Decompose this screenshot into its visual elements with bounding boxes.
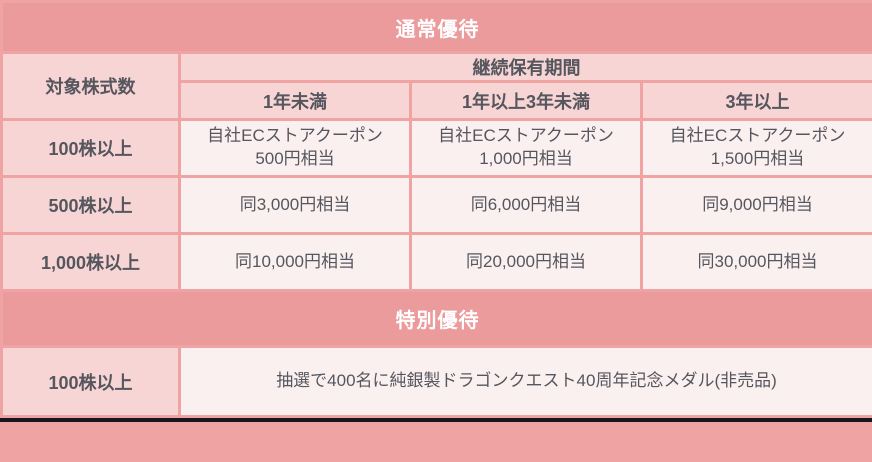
- holding-period-header: 継続保有期間: [178, 51, 872, 83]
- benefit-value: 同10,000円相当: [178, 232, 412, 292]
- period-column-under-1yr: 1年未満: [178, 80, 412, 121]
- special-benefits-title: 特別優待: [0, 289, 872, 348]
- special-benefits-band: 特別優待: [0, 289, 872, 348]
- benefit-value: 自社ECストアクーポン 500円相当: [178, 118, 412, 178]
- share-count-header: 対象株式数: [0, 51, 181, 121]
- row-label-100-shares: 100株以上: [0, 118, 181, 178]
- table-row: 1,000株以上 同10,000円相当 同20,000円相当 同30,000円相…: [0, 232, 872, 292]
- benefit-value: 同9,000円相当: [640, 175, 872, 235]
- normal-benefits-title: 通常優待: [0, 0, 872, 54]
- special-benefit-value: 抽選で400名に純銀製ドラゴンクエスト40周年記念メダル(非売品): [178, 345, 872, 418]
- period-columns-row: 1年未満 1年以上3年未満 3年以上: [2, 80, 872, 121]
- normal-benefits-band: 通常優待: [0, 0, 872, 54]
- benefit-value: 自社ECストアクーポン 1,500円相当: [640, 118, 872, 178]
- bottom-edge-line: [0, 418, 872, 422]
- table-row: 500株以上 同3,000円相当 同6,000円相当 同9,000円相当: [0, 175, 872, 235]
- benefit-table: 通常優待 対象株式数 継続保有期間 1年未満 1年以上3年未満 3年以上 100…: [0, 0, 872, 418]
- special-row-label-100-shares: 100株以上: [0, 345, 181, 418]
- row-label-1000-shares: 1,000株以上: [0, 232, 181, 292]
- row-label-500-shares: 500株以上: [0, 175, 181, 235]
- benefit-value: 自社ECストアクーポン 1,000円相当: [409, 118, 643, 178]
- holding-period-header-row: 対象株式数 継続保有期間: [0, 51, 872, 121]
- table-row: 100株以上 自社ECストアクーポン 500円相当 自社ECストアクーポン 1,…: [0, 118, 872, 178]
- period-column-1yr-to-3yr: 1年以上3年未満: [409, 80, 643, 121]
- benefit-value: 同3,000円相当: [178, 175, 412, 235]
- benefit-value: 同6,000円相当: [409, 175, 643, 235]
- period-column-over-3yr: 3年以上: [640, 80, 872, 121]
- benefit-value: 同30,000円相当: [640, 232, 872, 292]
- table-row-special: 100株以上 抽選で400名に純銀製ドラゴンクエスト40周年記念メダル(非売品): [0, 345, 872, 418]
- benefit-value: 同20,000円相当: [409, 232, 643, 292]
